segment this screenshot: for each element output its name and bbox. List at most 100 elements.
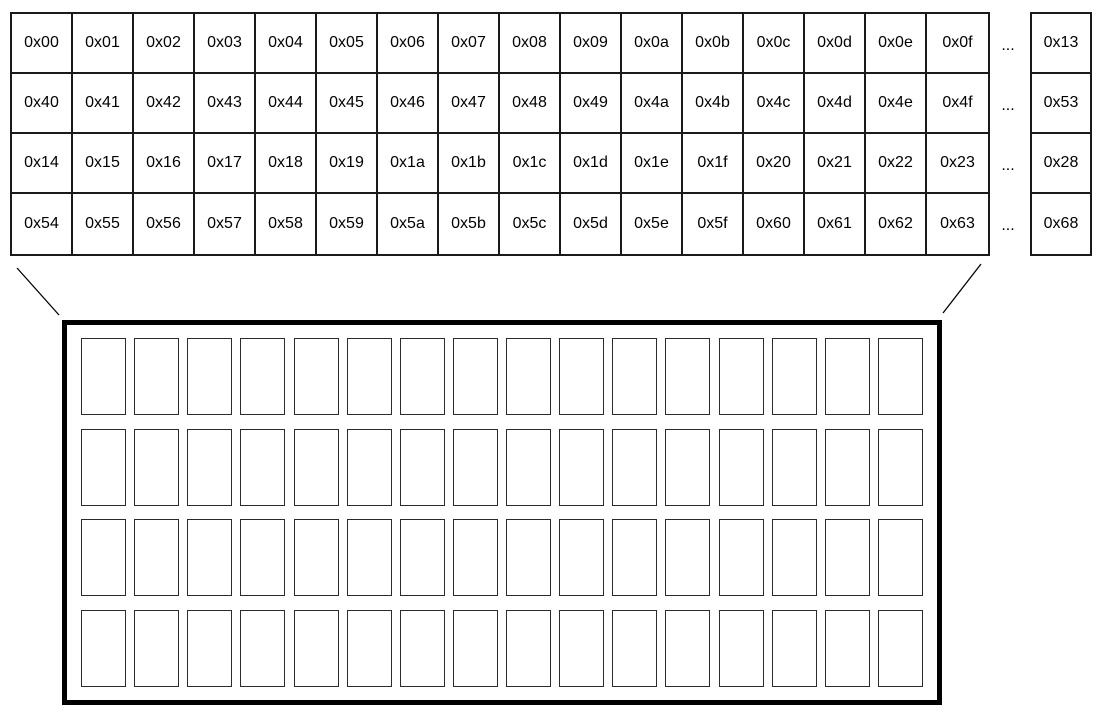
block-cell [665,428,711,506]
block-cell [612,428,658,506]
address-cell: 0x58 [256,194,317,254]
tail-address-cell: 0x28 [1032,134,1090,194]
address-cell: 0x5d [561,194,622,254]
address-cell: 0x23 [927,134,988,194]
block-cell [824,609,870,687]
ellipsis: ... [1001,97,1015,114]
block-cell [399,609,445,687]
address-cell: 0x61 [805,194,866,254]
address-cell: 0x16 [134,134,195,194]
address-cell: 0x0c [744,14,805,74]
block-cell [134,519,180,597]
block-cell [346,519,392,597]
address-cell: 0x4b [683,74,744,134]
address-cell: 0x04 [256,14,317,74]
block-cell [134,609,180,687]
address-cell: 0x43 [195,74,256,134]
block-device-box [62,320,942,705]
block-row [81,519,923,597]
block-cell [877,519,923,597]
block-cell [559,338,605,415]
block-cell [506,519,551,597]
address-cell: 0x15 [73,134,134,194]
connector-line [942,263,982,314]
address-cell: 0x00 [12,14,73,74]
block-row [81,428,923,506]
block-cell [452,338,498,415]
address-cell: 0x1e [622,134,683,194]
block-cell [559,519,605,597]
address-cell: 0x45 [317,74,378,134]
address-cell: 0x0a [622,14,683,74]
address-cell: 0x0e [866,14,927,74]
block-cell [877,338,923,415]
block-cell [665,519,711,597]
address-cell: 0x46 [378,74,439,134]
connector-line [16,267,60,316]
tail-column-table: 0x13 0x53 0x28 0x68 [1030,12,1092,256]
address-cell: 0x41 [73,74,134,134]
block-cell [718,338,764,415]
block-cell [877,428,923,506]
address-cell: 0x40 [12,74,73,134]
block-cell [134,428,180,506]
block-cell [399,428,445,506]
block-cell [187,519,233,597]
block-cell [771,338,817,415]
address-cell: 0x42 [134,74,195,134]
block-cell [293,609,339,687]
block-cell [187,609,233,687]
block-cell [612,519,658,597]
address-cell: 0x5b [439,194,500,254]
block-cell [824,338,870,415]
ellipsis-column: ............ [988,12,1028,252]
block-cell [240,519,286,597]
block-cell [293,338,339,415]
address-cell: 0x0d [805,14,866,74]
address-cell: 0x5c [500,194,561,254]
address-cell: 0x48 [500,74,561,134]
address-cell: 0x07 [439,14,500,74]
block-cell [240,609,286,687]
block-cell [81,338,126,415]
block-cell [293,428,339,506]
ellipsis: ... [1001,217,1015,234]
tail-address-cell: 0x68 [1032,194,1090,254]
address-cell: 0x60 [744,194,805,254]
block-cell [81,609,126,687]
block-cell [293,519,339,597]
block-cell [240,338,286,415]
address-cell: 0x22 [866,134,927,194]
address-cell: 0x5e [622,194,683,254]
block-cell [452,609,498,687]
address-cell: 0x0f [927,14,988,74]
address-cell: 0x1a [378,134,439,194]
address-cell: 0x4a [622,74,683,134]
block-cell [452,519,498,597]
address-cell: 0x14 [12,134,73,194]
address-cell: 0x03 [195,14,256,74]
block-cell [240,428,286,506]
block-cell [665,609,711,687]
address-cell: 0x47 [439,74,500,134]
tail-address-cell: 0x53 [1032,74,1090,134]
block-cell [506,609,551,687]
block-row [81,338,923,415]
address-cell: 0x4e [866,74,927,134]
address-cell: 0x54 [12,194,73,254]
block-cell [187,338,233,415]
block-cell [452,428,498,506]
ellipsis: ... [1001,157,1015,174]
block-cell [771,609,817,687]
block-row [81,609,923,687]
address-cell: 0x1b [439,134,500,194]
address-cell: 0x49 [561,74,622,134]
address-cell: 0x5f [683,194,744,254]
address-cell: 0x21 [805,134,866,194]
block-cell [134,338,180,415]
address-cell: 0x1c [500,134,561,194]
block-cell [771,519,817,597]
address-cell: 0x19 [317,134,378,194]
block-cell [665,338,711,415]
